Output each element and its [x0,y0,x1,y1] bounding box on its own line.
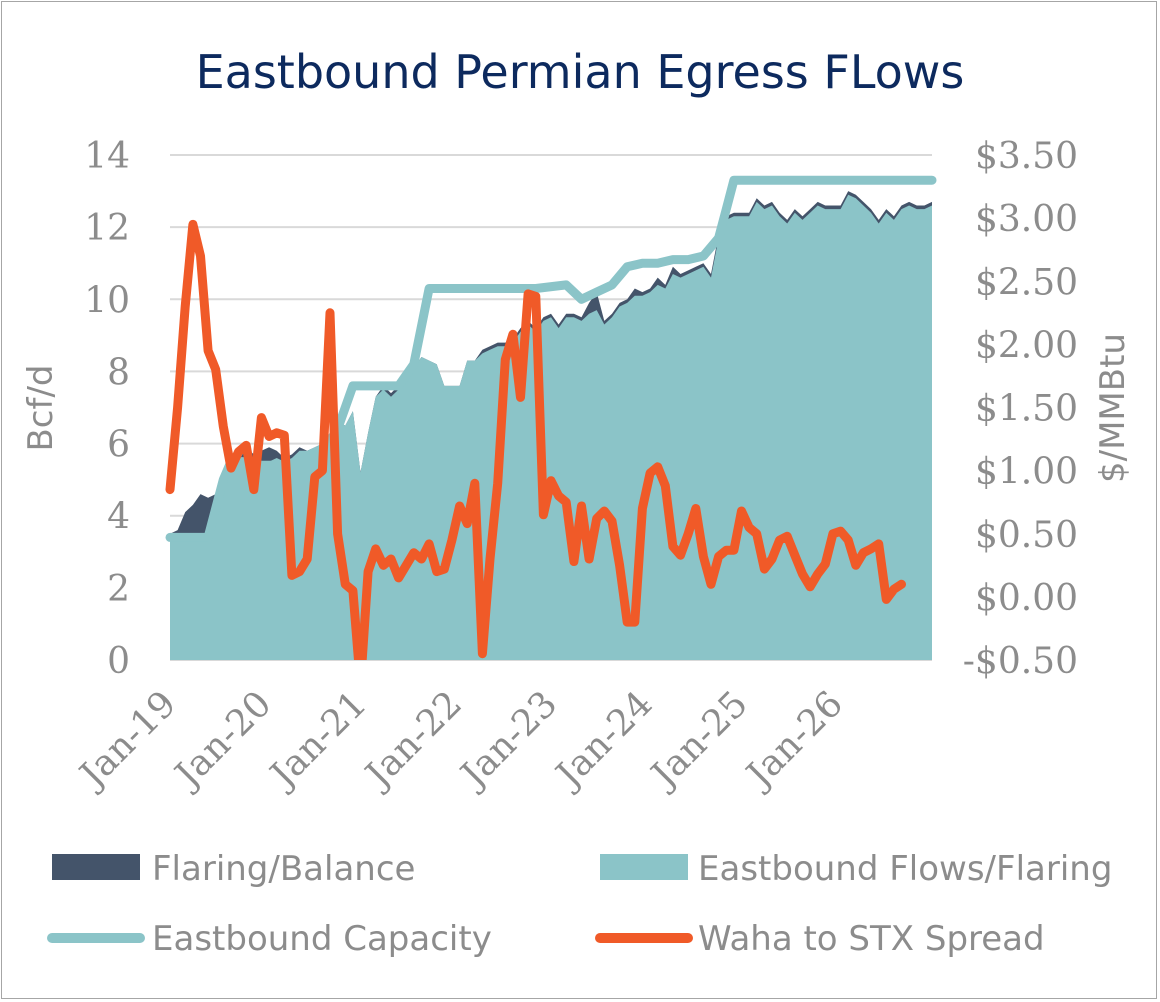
x-tick-label: Jan-23 [451,683,566,798]
y2-tick-label: $2.00 [975,325,1078,366]
legend-swatch-flows [600,854,688,880]
x-tick-label: Jan-25 [641,683,756,798]
legend: Flaring/Balance Eastbound Flows/Flaring … [47,849,1112,959]
x-tick-label: Jan-21 [260,683,375,798]
y2-axis-ticks: -$0.50 $0.00 $0.50 $1.00 $1.50 $2.00 $2.50 $3.0… [963,136,1078,682]
y-axis-ticks: 0 2 4 6 8 10 12 14 [84,136,130,682]
line-series [165,175,937,660]
x-tick-label: Jan-19 [70,683,185,798]
legend-label-spread: Waha to STX Spread [698,919,1045,959]
y-tick-label: 12 [84,208,130,249]
y2-tick-label: $3.00 [975,199,1078,240]
x-tick-label: Jan-22 [356,683,471,798]
y2-tick-label: $3.50 [975,136,1078,177]
y2-tick-label: $1.50 [975,389,1078,430]
legend-label-flaring: Flaring/Balance [152,849,415,889]
line-waha-stx-spread [165,219,906,660]
legend-label-capacity: Eastbound Capacity [152,919,492,959]
y2-tick-label: $0.00 [975,578,1078,619]
y-tick-label: 14 [84,136,130,177]
y2-tick-label: -$0.50 [963,641,1078,682]
legend-swatch-flaring [52,854,140,880]
y-tick-label: 8 [107,352,130,393]
y-tick-label: 6 [107,425,130,466]
y2-tick-label: $1.00 [975,452,1078,493]
chart-title: Eastbound Permian Egress FLows [196,45,965,99]
y-tick-label: 10 [84,280,130,321]
area-eastbound-flows [170,194,932,660]
x-tick-label: Jan-26 [737,683,852,798]
area-series [170,191,932,660]
y-tick-label: 0 [107,641,130,682]
x-axis-ticks: Jan-19Jan-20Jan-21Jan-22Jan-23Jan-24Jan-… [70,683,851,798]
legend-label-flows: Eastbound Flows/Flaring [698,849,1112,889]
y-tick-label: 4 [107,497,130,538]
y-tick-label: 2 [107,569,130,610]
y2-tick-label: $0.50 [975,515,1078,556]
x-tick-label: Jan-24 [546,683,661,798]
x-tick-label: Jan-20 [165,683,280,798]
y2-tick-label: $2.50 [975,262,1078,303]
y2-axis-label: $/MMBtu [1093,333,1133,483]
y-axis-label: Bcf/d [21,364,61,451]
